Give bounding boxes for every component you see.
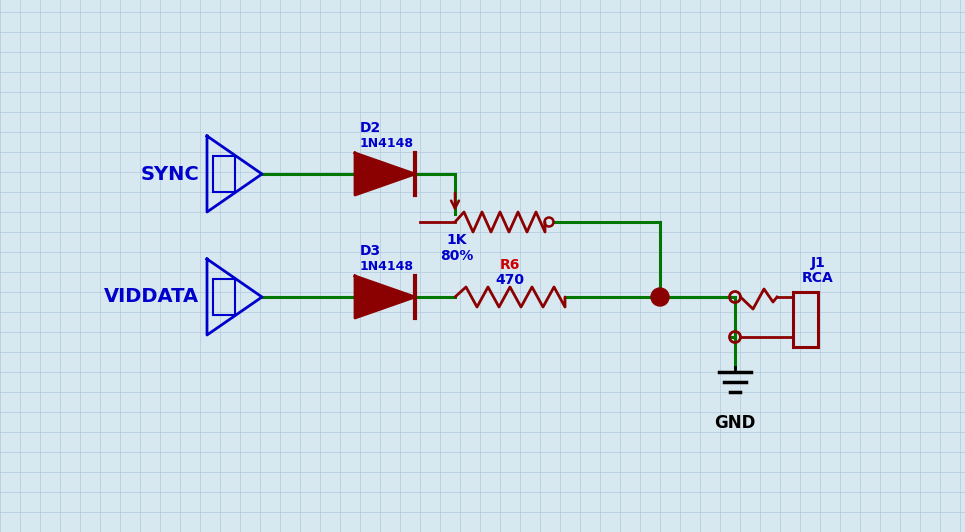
Text: 1K: 1K <box>447 233 467 247</box>
Text: 470: 470 <box>495 273 525 287</box>
Text: SYNC: SYNC <box>140 164 199 184</box>
Text: 1N4148: 1N4148 <box>360 137 414 150</box>
Polygon shape <box>355 153 415 195</box>
Bar <box>792 292 817 347</box>
Text: VIDDATA: VIDDATA <box>104 287 199 306</box>
Text: RCA: RCA <box>802 271 834 285</box>
Text: R6: R6 <box>500 258 520 272</box>
Circle shape <box>651 288 669 306</box>
Text: J1: J1 <box>811 256 825 270</box>
Text: D2: D2 <box>360 121 381 135</box>
Text: 1N4148: 1N4148 <box>360 260 414 273</box>
Text: GND: GND <box>714 414 756 432</box>
Text: 80%: 80% <box>440 249 474 263</box>
Polygon shape <box>355 276 415 318</box>
Text: D3: D3 <box>360 244 381 258</box>
